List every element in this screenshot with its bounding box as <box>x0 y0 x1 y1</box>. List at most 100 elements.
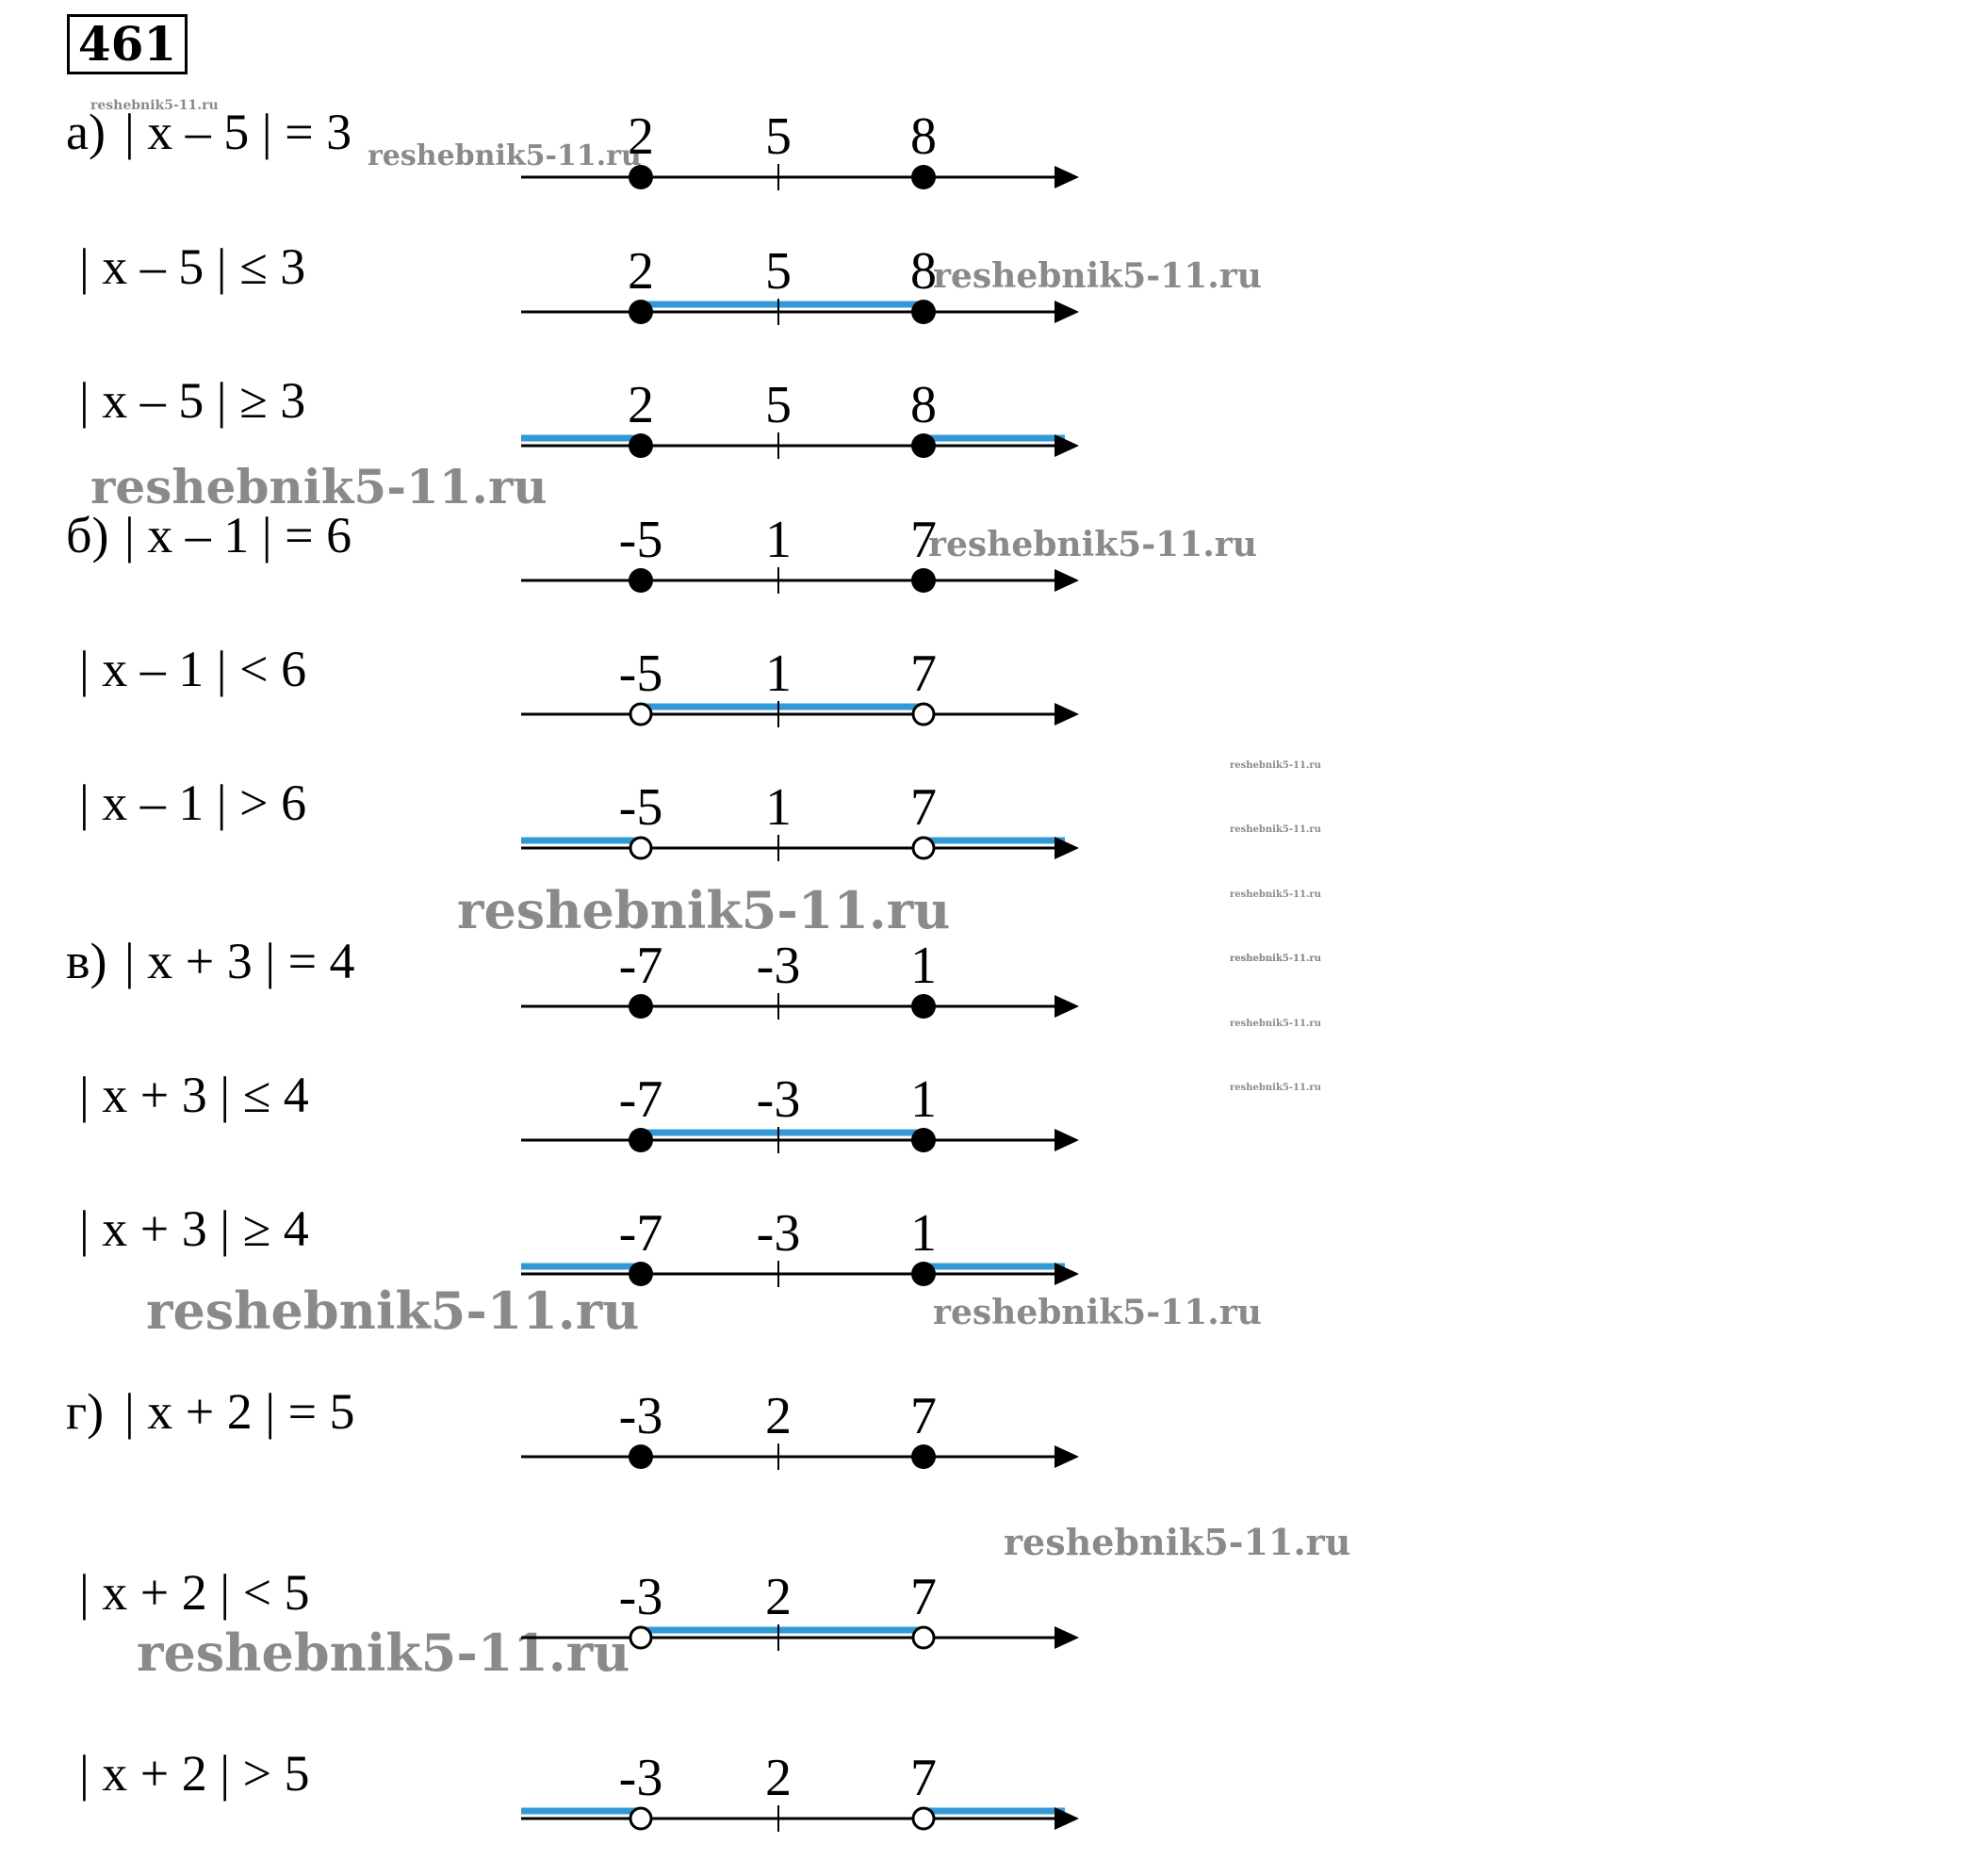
open-endpoint <box>911 1806 936 1831</box>
axis-arrow <box>1055 1626 1079 1649</box>
closed-endpoint <box>629 1444 653 1469</box>
inequality-row: | x – 5 | ≤ 3 2 5 8 <box>79 238 1079 325</box>
watermark-text: reshebnik5-11.ru <box>368 139 642 172</box>
tick-label: 7 <box>910 511 937 569</box>
watermark-text: reshebnik5-11.ru <box>1230 1083 1321 1093</box>
tick-label: 8 <box>910 242 937 301</box>
tick-label: 7 <box>910 644 937 703</box>
inequality-expression: | x – 1 | = 6 <box>124 507 352 563</box>
tick-label: 7 <box>910 1387 937 1445</box>
part-label: б) <box>66 507 108 563</box>
tick-label: 1 <box>765 778 792 837</box>
tick-label: 1 <box>910 1204 937 1263</box>
tick-label: 8 <box>910 376 937 434</box>
tick-label: 7 <box>910 1568 937 1626</box>
watermark-text: reshebnik5-11.ru <box>146 1281 639 1341</box>
tick-label: 2 <box>765 1568 792 1626</box>
inequality-expression: | x + 2 | > 5 <box>79 1745 310 1802</box>
tick-label: 5 <box>765 376 792 434</box>
inequality-row: б) | x – 1 | = 6 -5 1 7 <box>66 507 1079 594</box>
watermark-text: reshebnik5-11.ru <box>1230 760 1321 771</box>
inequality-expression: | x + 2 | < 5 <box>79 1564 310 1621</box>
part-label: в) <box>66 933 106 989</box>
tick-label: 2 <box>628 107 654 166</box>
axis-arrow <box>1055 1445 1079 1468</box>
tick-label: -3 <box>757 937 801 995</box>
axis-arrow <box>1055 1807 1079 1830</box>
tick-label: -3 <box>619 1568 663 1626</box>
tick-label: 1 <box>765 511 792 569</box>
inequality-expression: | x + 3 | ≤ 4 <box>79 1067 309 1123</box>
watermark-text: reshebnik5-11.ru <box>1004 1521 1350 1563</box>
watermark-text: reshebnik5-11.ru <box>90 98 219 113</box>
inequality-row: в) | x + 3 | = 4 -7 -3 1 <box>66 933 1079 1020</box>
inequality-expression: | x – 5 | ≤ 3 <box>79 238 305 295</box>
inequality-expression: | x – 1 | > 6 <box>79 775 306 831</box>
tick-label: 5 <box>765 107 792 166</box>
closed-endpoint <box>629 1128 653 1152</box>
tick-label: -5 <box>619 511 663 569</box>
axis-arrow <box>1055 995 1079 1018</box>
inequality-row: | x + 3 | ≤ 4 -7 -3 1 <box>79 1067 1079 1153</box>
watermark-text: reshebnik5-11.ru <box>933 256 1262 296</box>
tick-label: 7 <box>910 1749 937 1807</box>
problem-number: 461 <box>67 14 188 74</box>
watermark-text: reshebnik5-11.ru <box>1230 954 1321 964</box>
open-endpoint <box>629 836 653 860</box>
closed-endpoint <box>629 433 653 458</box>
open-endpoint <box>629 702 653 726</box>
closed-endpoint <box>911 994 936 1019</box>
closed-endpoint <box>911 300 936 324</box>
open-endpoint <box>629 1806 653 1831</box>
closed-endpoint <box>629 1262 653 1286</box>
axis-arrow <box>1055 166 1079 188</box>
inequality-row: | x + 3 | ≥ 4 -7 -3 1 <box>79 1200 1079 1287</box>
tick-label: -3 <box>619 1387 663 1445</box>
inequality-row: г) | x + 2 | = 5 -3 2 7 <box>66 1383 1079 1470</box>
axis-arrow <box>1055 569 1079 592</box>
closed-endpoint <box>911 165 936 189</box>
closed-endpoint <box>911 1444 936 1469</box>
tick-label: 2 <box>628 376 654 434</box>
axis-arrow <box>1055 703 1079 726</box>
tick-label: -5 <box>619 644 663 703</box>
inequality-row: а) | x – 5 | = 3 2 5 8 <box>66 104 1079 190</box>
inequality-expression: | x – 5 | ≥ 3 <box>79 372 305 429</box>
axis-arrow <box>1055 1263 1079 1285</box>
open-endpoint <box>911 702 936 726</box>
inequality-row: | x – 1 | > 6 -5 1 7 <box>79 775 1079 861</box>
axis-arrow <box>1055 301 1079 323</box>
open-endpoint <box>629 1625 653 1650</box>
watermark-text: reshebnik5-11.ru <box>137 1623 629 1683</box>
inequality-row: | x + 2 | < 5 -3 2 7 <box>79 1564 1079 1651</box>
axis-arrow <box>1055 434 1079 457</box>
inequality-expression: | x – 1 | < 6 <box>79 641 306 697</box>
closed-endpoint <box>911 1128 936 1152</box>
tick-label: -3 <box>757 1070 801 1129</box>
tick-label: 1 <box>910 1070 937 1129</box>
closed-endpoint <box>629 300 653 324</box>
part-label: а) <box>66 104 106 160</box>
inequality-row: | x – 1 | < 6 -5 1 7 <box>79 641 1079 727</box>
tick-label: -7 <box>619 937 663 995</box>
closed-endpoint <box>911 568 936 593</box>
tick-label: 2 <box>765 1387 792 1445</box>
tick-label: -7 <box>619 1204 663 1263</box>
closed-endpoint <box>629 568 653 593</box>
part-label: г) <box>66 1383 104 1440</box>
inequality-expression: | x + 3 | = 4 <box>124 933 355 989</box>
closed-endpoint <box>911 1262 936 1286</box>
watermark-text: reshebnik5-11.ru <box>1230 824 1321 835</box>
watermark-text: reshebnik5-11.ru <box>1230 889 1321 900</box>
tick-label: -3 <box>619 1749 663 1807</box>
closed-endpoint <box>911 433 936 458</box>
tick-label: 1 <box>910 937 937 995</box>
axis-arrow <box>1055 837 1079 859</box>
tick-label: -5 <box>619 778 663 837</box>
watermark-text: reshebnik5-11.ru <box>457 880 950 940</box>
open-endpoint <box>911 836 936 860</box>
tick-label: 1 <box>765 644 792 703</box>
watermark-text: reshebnik5-11.ru <box>90 459 548 514</box>
watermark-text: reshebnik5-11.ru <box>1230 954 1321 964</box>
inequality-expression: | x + 3 | ≥ 4 <box>79 1200 309 1257</box>
